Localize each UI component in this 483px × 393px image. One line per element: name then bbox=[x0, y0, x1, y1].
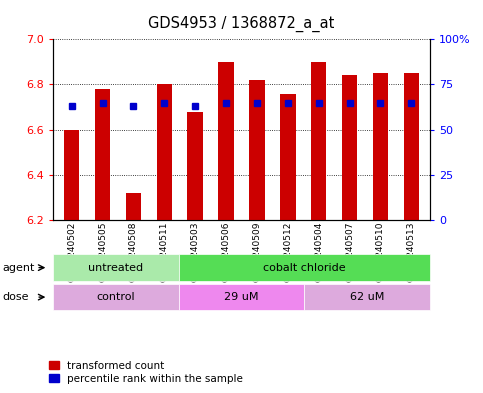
Bar bbox=[280, 94, 296, 220]
Bar bbox=[187, 112, 203, 220]
Bar bbox=[53, 284, 179, 310]
Bar bbox=[53, 254, 179, 281]
Legend: transformed count, percentile rank within the sample: transformed count, percentile rank withi… bbox=[49, 361, 243, 384]
Text: untreated: untreated bbox=[88, 263, 143, 273]
Bar bbox=[179, 284, 304, 310]
Bar bbox=[156, 84, 172, 220]
Text: GDS4953 / 1368872_a_at: GDS4953 / 1368872_a_at bbox=[148, 16, 335, 32]
Bar bbox=[179, 254, 430, 281]
Text: agent: agent bbox=[2, 263, 35, 273]
Bar bbox=[342, 75, 357, 220]
Text: 29 uM: 29 uM bbox=[224, 292, 259, 302]
Bar bbox=[373, 73, 388, 220]
Text: cobalt chloride: cobalt chloride bbox=[263, 263, 346, 273]
Bar bbox=[249, 80, 265, 220]
Bar bbox=[311, 62, 327, 220]
Bar bbox=[95, 89, 110, 220]
Text: control: control bbox=[97, 292, 135, 302]
Bar bbox=[404, 73, 419, 220]
Bar bbox=[126, 193, 141, 220]
Bar bbox=[304, 284, 430, 310]
Text: dose: dose bbox=[2, 292, 29, 302]
Bar bbox=[218, 62, 234, 220]
Bar bbox=[64, 130, 79, 220]
Text: 62 uM: 62 uM bbox=[350, 292, 384, 302]
